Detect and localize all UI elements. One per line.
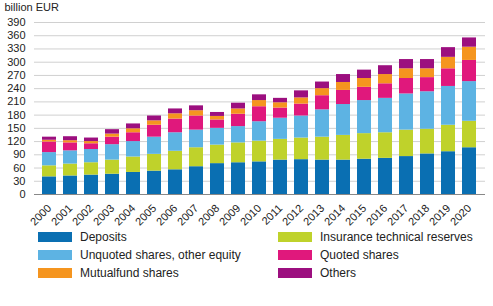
svg-text:240: 240	[7, 82, 25, 94]
html-text:Others: Others	[320, 266, 356, 280]
svg-text:2006: 2006	[154, 202, 180, 228]
svg-text:2019: 2019	[427, 202, 453, 228]
svg-text:2015: 2015	[343, 202, 369, 228]
svg-text:120: 120	[7, 135, 25, 147]
svg-text:300: 300	[7, 56, 25, 68]
svg-text:30: 30	[13, 175, 25, 187]
svg-text:180: 180	[7, 109, 25, 121]
svg-text:2002: 2002	[70, 202, 96, 228]
svg-text:2008: 2008	[196, 202, 222, 228]
svg-text:90: 90	[13, 148, 25, 160]
svg-text:2020: 2020	[448, 202, 474, 228]
html-text:Deposits: Deposits	[80, 230, 127, 244]
svg-text:2012: 2012	[280, 202, 306, 228]
svg-text:2011: 2011	[259, 202, 284, 227]
html-text:Mutualfund shares: Mutualfund shares	[80, 266, 179, 280]
svg-text:2017: 2017	[385, 202, 411, 228]
svg-text:2005: 2005	[133, 202, 159, 228]
html-text:Quoted shares: Quoted shares	[320, 248, 399, 262]
svg-text:390: 390	[7, 16, 25, 28]
html-text:Unquoted shares, other equity: Unquoted shares, other equity	[80, 248, 241, 262]
svg-text:2007: 2007	[175, 202, 201, 228]
svg-text:270: 270	[7, 69, 25, 81]
svg-text:2016: 2016	[364, 202, 390, 228]
svg-text:330: 330	[7, 42, 25, 54]
svg-text:2013: 2013	[301, 202, 327, 228]
svg-text:150: 150	[7, 122, 25, 134]
svg-text:2018: 2018	[406, 202, 432, 228]
html-text:Insurance technical reserves: Insurance technical reserves	[320, 230, 473, 244]
svg-text:2001: 2001	[49, 202, 75, 228]
svg-text:billion EUR: billion EUR	[5, 1, 59, 13]
svg-text:2010: 2010	[238, 202, 264, 228]
svg-text:2000: 2000	[28, 202, 54, 228]
svg-text:360: 360	[7, 29, 25, 41]
svg-text:2014: 2014	[322, 202, 348, 228]
svg-text:2009: 2009	[217, 202, 243, 228]
svg-text:60: 60	[13, 162, 25, 174]
svg-text:0: 0	[19, 188, 25, 200]
svg-text:2003: 2003	[91, 202, 117, 228]
svg-text:210: 210	[7, 95, 25, 107]
svg-text:2004: 2004	[112, 202, 138, 228]
